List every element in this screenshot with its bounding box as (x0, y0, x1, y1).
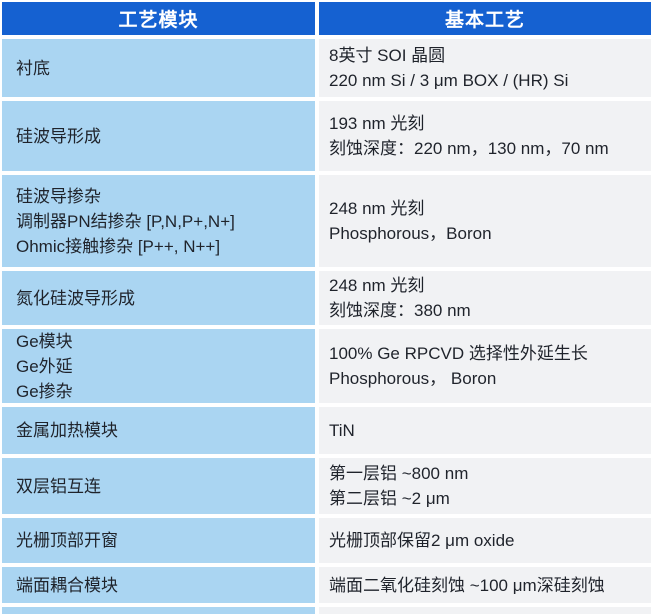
cell-line: Phosphorous， Boron (329, 369, 497, 388)
cell-line: 刻蚀深度：220 nm，130 nm，70 nm (329, 139, 609, 158)
cell-line: 氮化硅波导形成 (16, 288, 135, 308)
table-row: 衬底 8英寸 SOI 晶圆 220 nm Si / 3 μm BOX / (HR) … (2, 39, 651, 97)
cell-line: 第一层铝 ~800 nm (329, 464, 469, 483)
cell-line: Ge模块 (16, 331, 73, 351)
table-row: 硅波导掺杂调制器PN结掺杂 [P,N,P+,N+] Ohmic接触掺杂 [P++,… (2, 175, 651, 267)
cell-line: 第二层铝 ~2 μm (329, 489, 450, 508)
process-cell: 248 nm 光刻 Phosphorous，Boron (319, 175, 651, 267)
cell-line: 8英寸 SOI 晶圆 (329, 46, 446, 65)
process-cell: 193 nm 光刻刻蚀深度：220 nm，130 nm，70 nm (319, 101, 651, 171)
process-cell: 光栅顶部保留2 μm oxide (319, 518, 651, 563)
table-row: Ge模块 Ge外延 Ge掺杂 100% Ge RPCVD 选择性外延生长 Phospho… (2, 329, 651, 403)
cell-line: Ohmic接触掺杂 [P++, N++] (16, 236, 221, 256)
module-cell: 硅波导形成 (2, 101, 315, 171)
cell-line: 248 nm 光刻 (329, 276, 425, 295)
cell-line: 220 nm Si / 3 μm BOX / (HR) Si (329, 71, 569, 90)
module-cell: 金属加热模块 (2, 407, 315, 454)
module-cell: Ge模块 Ge外延 Ge掺杂 (2, 329, 315, 403)
cell-line: 刻蚀深度：380 nm (329, 301, 471, 320)
table-row: 氮化硅波导形成 248 nm 光刻刻蚀深度：380 nm (2, 271, 651, 325)
cell-line: 端面耦合模块 (16, 575, 118, 595)
process-cell: 8英寸 SOI 晶圆 220 nm Si / 3 μm BOX / (HR) Si (319, 39, 651, 97)
module-cell (2, 607, 315, 614)
module-cell: 端面耦合模块 (2, 567, 315, 603)
cell-line: 调制器PN结掺杂 [P,N,P+,N+] (16, 211, 235, 231)
table-row: 金属加热模块 TiN (2, 407, 651, 454)
column-header-process: 基本工艺 (444, 10, 525, 31)
cell-line: 双层铝互连 (16, 476, 101, 496)
module-cell: 双层铝互连 (2, 458, 315, 514)
cell-line: TiN (329, 421, 355, 440)
cell-line: 衬底 (16, 58, 50, 78)
cell-line: 193 nm 光刻 (329, 114, 425, 133)
process-cell: 100% Ge RPCVD 选择性外延生长 Phosphorous， Boron (319, 329, 651, 403)
process-cell (319, 607, 651, 614)
cell-line: 端面二氧化硅刻蚀 ~100 μm深硅刻蚀 (329, 575, 605, 595)
cell-line: 光栅顶部开窗 (16, 531, 118, 550)
table-header-row: 工艺模块 基本工艺 (2, 2, 651, 35)
process-cell: TiN (319, 407, 651, 454)
module-cell: 光栅顶部开窗 (2, 518, 315, 563)
cell-line: 光栅顶部保留2 μm oxide (329, 531, 515, 550)
partial-row-cutoff (2, 607, 651, 614)
process-cell: 端面二氧化硅刻蚀 ~100 μm深硅刻蚀 (319, 567, 651, 603)
cell-line: Ge外延 (16, 356, 73, 376)
module-cell: 硅波导掺杂调制器PN结掺杂 [P,N,P+,N+] Ohmic接触掺杂 [P++,… (2, 175, 315, 267)
cell-line: 金属加热模块 (16, 421, 118, 440)
process-cell: 248 nm 光刻刻蚀深度：380 nm (319, 271, 651, 325)
cell-line: 100% Ge RPCVD 选择性外延生长 (329, 344, 588, 363)
table-body: 衬底 8英寸 SOI 晶圆 220 nm Si / 3 μm BOX / (HR) … (2, 39, 651, 603)
table-row: 端面耦合模块 端面二氧化硅刻蚀 ~100 μm深硅刻蚀 (2, 567, 651, 603)
header-cell-module: 工艺模块 (2, 2, 315, 35)
module-cell: 氮化硅波导形成 (2, 271, 315, 325)
cell-line: Ge掺杂 (16, 381, 73, 401)
process-cell: 第一层铝 ~800 nm 第二层铝 ~2 μm (319, 458, 651, 514)
table-row: 硅波导形成 193 nm 光刻刻蚀深度：220 nm，130 nm，70 nm (2, 101, 651, 171)
cell-line: 248 nm 光刻 (329, 199, 425, 218)
cell-line: 硅波导形成 (16, 126, 101, 146)
column-header-module: 工艺模块 (118, 10, 199, 31)
header-cell-process: 基本工艺 (319, 2, 651, 35)
cell-line: 硅波导掺杂 (16, 186, 101, 206)
module-cell: 衬底 (2, 39, 315, 97)
table-row: 双层铝互连 第一层铝 ~800 nm 第二层铝 ~2 μm (2, 458, 651, 514)
cell-line: Phosphorous，Boron (329, 224, 492, 243)
table-row: 光栅顶部开窗 光栅顶部保留2 μm oxide (2, 518, 651, 563)
